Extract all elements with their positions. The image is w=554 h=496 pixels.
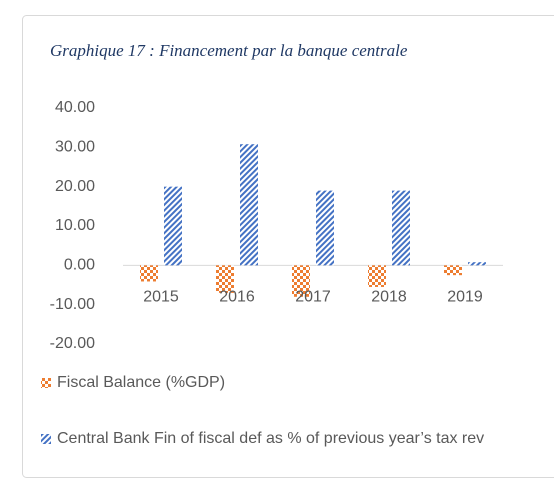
x-tick-label: 2015 [143,289,179,306]
bar [140,265,158,282]
bar [292,265,310,297]
bar [368,265,386,287]
y-tick-label: -20.00 [50,335,95,352]
bar [444,265,462,276]
chart-border [22,15,554,478]
y-tick-label: 40.00 [55,99,95,116]
bar [164,186,182,266]
x-tick-label: 2016 [219,289,255,306]
x-tick-label: 2019 [447,289,483,306]
bar [392,190,410,266]
y-tick-label: -10.00 [50,296,95,313]
legend-swatch [41,378,51,388]
legend-entry: Fiscal Balance (%GDP) [57,372,554,394]
bar [316,190,334,266]
legend-label: Central Bank Fin of fiscal def as % of p… [57,430,485,447]
y-tick-label: 30.00 [55,139,95,156]
bar [468,262,486,266]
bar [216,265,234,293]
legend-label: Fiscal Balance (%GDP) [57,374,226,391]
legend-entry: Central Bank Fin of fiscal def as % of p… [57,428,554,450]
y-tick-label: 0.00 [64,257,95,274]
y-tick-label: 10.00 [55,217,95,234]
y-tick-label: 20.00 [55,178,95,195]
x-tick-label: 2018 [371,289,407,306]
bar [240,144,258,266]
legend-swatch [41,434,51,444]
chart-title: Graphique 17 : Financement par la banque… [50,41,408,60]
x-tick-label: 2017 [295,289,331,306]
